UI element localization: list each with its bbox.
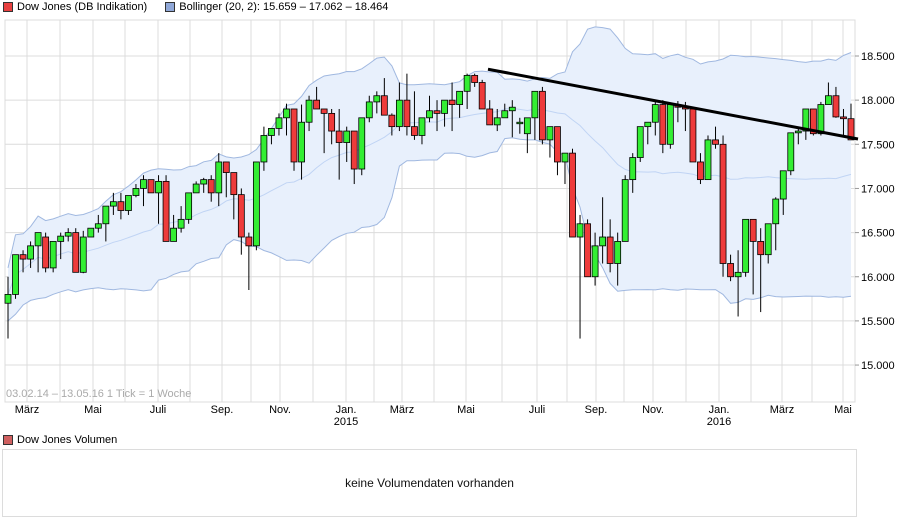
svg-text:2015: 2015 bbox=[334, 416, 358, 428]
svg-text:15.500: 15.500 bbox=[861, 316, 895, 328]
legend-swatch-icon bbox=[3, 435, 13, 445]
svg-text:18.000: 18.000 bbox=[861, 95, 895, 107]
volume-empty-message: keine Volumendaten vorhanden bbox=[345, 476, 514, 490]
volume-legend: Dow Jones Volumen bbox=[3, 434, 117, 446]
svg-text:Juli: Juli bbox=[150, 404, 167, 416]
legend-swatch-icon bbox=[3, 2, 13, 12]
period-info: 03.02.14 – 13.05.16 1 Tick = 1 Woche bbox=[6, 388, 192, 400]
chart-legend: Dow Jones (DB Indikation) Bollinger (20,… bbox=[3, 0, 400, 14]
legend-label: Bollinger (20, 2): 15.659 – 17.062 – 18.… bbox=[179, 1, 389, 13]
svg-text:Sep.: Sep. bbox=[585, 404, 608, 416]
svg-text:Jan.: Jan. bbox=[336, 404, 357, 416]
svg-text:18.500: 18.500 bbox=[861, 51, 895, 63]
svg-text:März: März bbox=[390, 404, 414, 416]
bollinger-upper-line bbox=[7, 26, 852, 269]
legend-swatch-icon bbox=[165, 2, 176, 12]
svg-text:17.500: 17.500 bbox=[861, 139, 895, 151]
volume-legend-label: Dow Jones Volumen bbox=[17, 434, 118, 446]
svg-text:Nov.: Nov. bbox=[642, 404, 664, 416]
trendline bbox=[487, 67, 859, 141]
svg-text:17.000: 17.000 bbox=[861, 183, 895, 195]
svg-text:Mai: Mai bbox=[457, 404, 475, 416]
svg-text:2016: 2016 bbox=[707, 416, 731, 428]
svg-text:16.500: 16.500 bbox=[861, 228, 895, 240]
legend-label: Dow Jones (DB Indikation) bbox=[17, 1, 148, 13]
legend-item-dow-jones: Dow Jones (DB Indikation) bbox=[3, 1, 147, 13]
candles bbox=[4, 73, 855, 339]
svg-text:März: März bbox=[15, 404, 39, 416]
volume-panel: keine Volumendaten vorhanden bbox=[2, 449, 857, 517]
svg-text:Nov.: Nov. bbox=[269, 404, 291, 416]
legend-item-bollinger: Bollinger (20, 2): 15.659 – 17.062 – 18.… bbox=[165, 1, 388, 13]
svg-text:Mai: Mai bbox=[834, 404, 852, 416]
y-axis: 15.000 15.500 16.000 16.500 17.000 17.500 18.0… bbox=[855, 51, 895, 372]
svg-text:Mai: Mai bbox=[84, 404, 102, 416]
svg-text:Juli: Juli bbox=[529, 404, 546, 416]
svg-text:16.000: 16.000 bbox=[861, 272, 895, 284]
svg-text:März: März bbox=[770, 404, 794, 416]
bollinger-lower-line bbox=[7, 137, 852, 322]
svg-text:Jan.: Jan. bbox=[709, 404, 730, 416]
svg-text:15.000: 15.000 bbox=[861, 360, 895, 372]
candlestick-chart: 15.000 15.500 16.000 16.500 17.000 17.500 18.0… bbox=[4, 19, 895, 428]
svg-text:Sep.: Sep. bbox=[211, 404, 234, 416]
bollinger-band bbox=[8, 26, 851, 321]
